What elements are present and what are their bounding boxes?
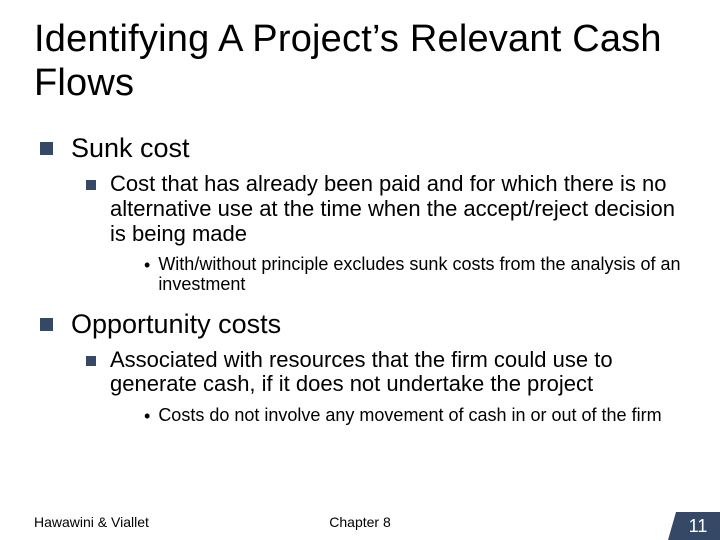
dot-bullet-icon: • bbox=[144, 407, 150, 425]
square-bullet-icon bbox=[40, 318, 53, 331]
bullet-level3-text: With/without principle excludes sunk cos… bbox=[158, 254, 686, 294]
bullet-opportunity-costs-note: • Costs do not involve any movement of c… bbox=[144, 405, 686, 425]
bullet-sunk-cost-definition: Cost that has already been paid and for … bbox=[86, 172, 686, 246]
dot-bullet-icon: • bbox=[144, 256, 150, 274]
bullet-level1-text: Opportunity costs bbox=[71, 309, 281, 340]
bullet-opportunity-costs: Opportunity costs bbox=[40, 309, 686, 340]
slide-footer: Hawawini & Viallet Chapter 8 11 bbox=[0, 506, 720, 540]
bullet-opportunity-costs-definition: Associated with resources that the firm … bbox=[86, 348, 686, 397]
page-number: 11 bbox=[689, 516, 708, 537]
square-bullet-icon bbox=[86, 356, 96, 366]
footer-chapter: Chapter 8 bbox=[329, 514, 390, 530]
bullet-level1-text: Sunk cost bbox=[71, 133, 190, 164]
bullet-level2-text: Cost that has already been paid and for … bbox=[110, 172, 686, 246]
bullet-sunk-cost: Sunk cost bbox=[40, 133, 686, 164]
square-bullet-icon bbox=[40, 142, 53, 155]
slide-container: Identifying A Project’s Relevant Cash Fl… bbox=[0, 0, 720, 540]
square-bullet-icon bbox=[86, 180, 96, 190]
bullet-level2-text: Associated with resources that the firm … bbox=[110, 348, 686, 397]
bullet-sunk-cost-principle: • With/without principle excludes sunk c… bbox=[144, 254, 686, 294]
slide-title: Identifying A Project’s Relevant Cash Fl… bbox=[34, 18, 686, 105]
footer-authors: Hawawini & Viallet bbox=[34, 514, 149, 530]
bullet-level3-text: Costs do not involve any movement of cas… bbox=[158, 405, 661, 425]
page-number-badge: 11 bbox=[676, 512, 720, 540]
